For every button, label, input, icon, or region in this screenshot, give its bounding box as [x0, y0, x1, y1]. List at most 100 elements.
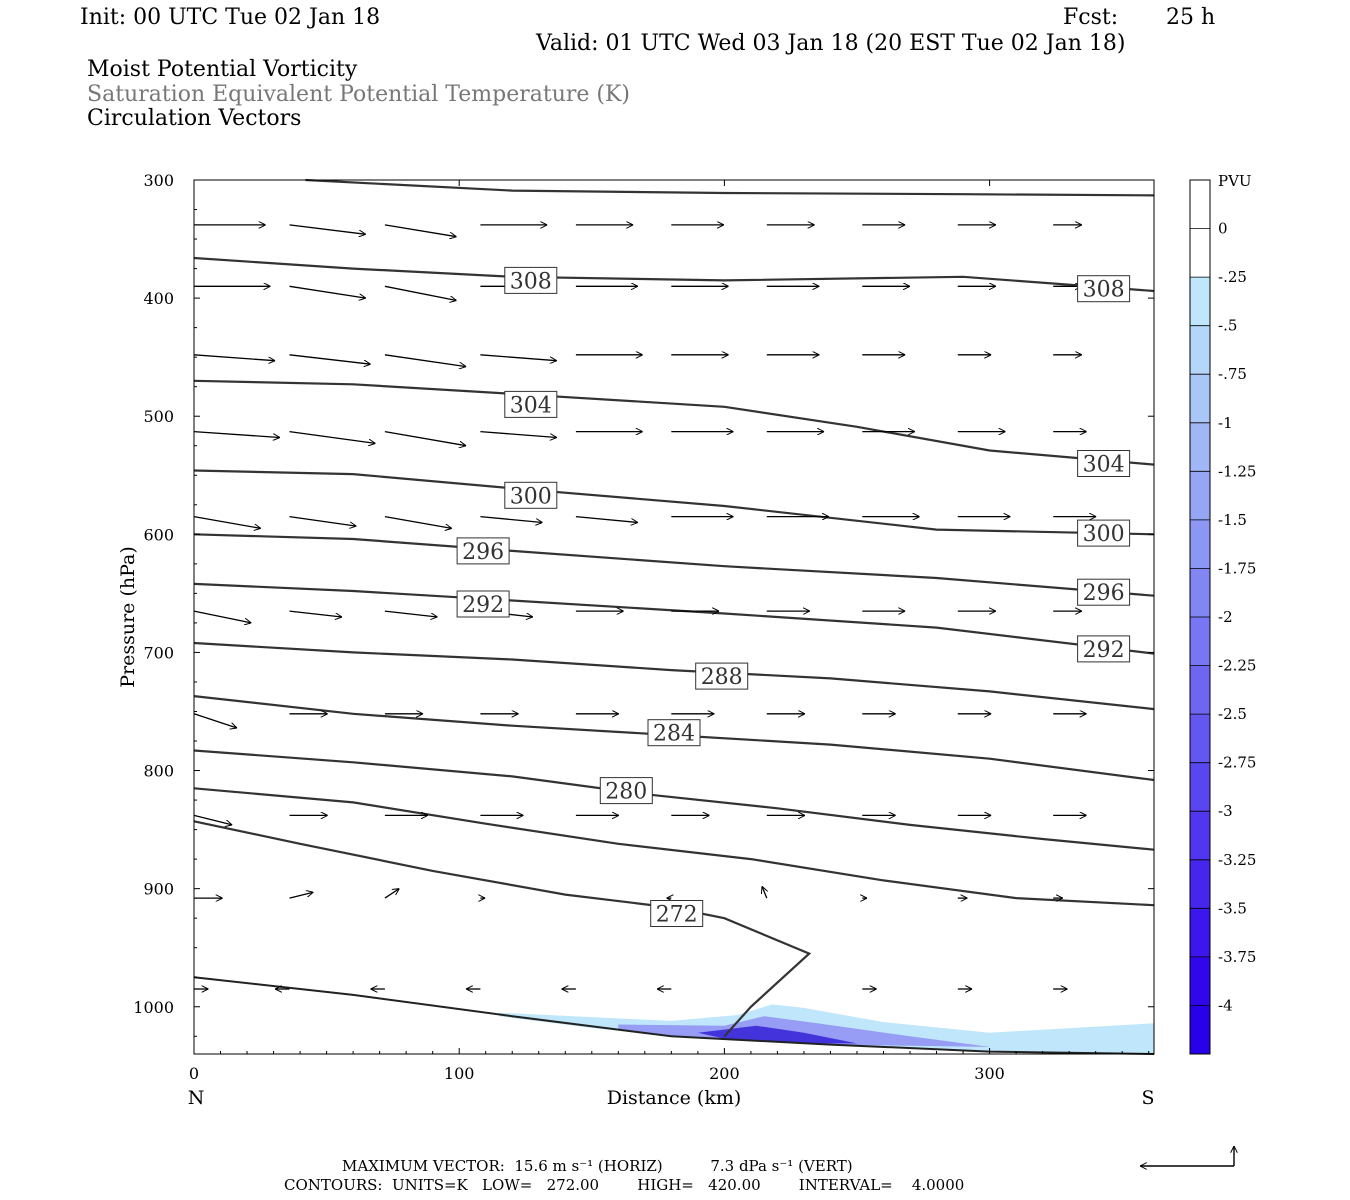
contour-280	[193, 749, 1155, 851]
contour-labels: 272 280 284 288 292 292 296 296 300 300 304 304 308 3…	[456, 266, 1131, 928]
vector-arrow	[193, 515, 261, 529]
contour-label-280-box	[599, 777, 653, 805]
contour-label-292: 292	[462, 593, 504, 618]
colorbar-label: -2	[1218, 608, 1233, 626]
colorbar-label: -2.5	[1218, 705, 1247, 723]
colorbar-cell	[1190, 859, 1210, 909]
contour-296	[193, 533, 1155, 597]
x-tick-label: 300	[974, 1064, 1005, 1083]
contour-300	[193, 469, 1155, 536]
vector-arrow	[193, 430, 280, 438]
contour-label-300-right-box	[1077, 519, 1131, 547]
vector-arrow	[289, 515, 357, 527]
vector-arrow	[289, 610, 343, 617]
y-tick-label: 600	[143, 525, 174, 544]
vector-arrow	[384, 889, 399, 899]
axes: 300 400 500 600 700 800 900 1000 0 100 200 300	[133, 171, 1154, 1083]
contour-label-300-right: 300	[1083, 522, 1125, 547]
contour-label-272: 272	[656, 903, 698, 928]
contour-label-296-right: 296	[1083, 581, 1125, 606]
colorbar-label: -1.25	[1218, 462, 1256, 480]
colorbar-cell	[1190, 568, 1210, 618]
vector-arrow	[289, 285, 366, 298]
vector-arrow	[289, 354, 371, 364]
colorbar-label: 0	[1218, 220, 1228, 238]
circulation-vectors	[193, 225, 1097, 989]
contour-label-308-right: 308	[1083, 278, 1125, 303]
vector-arrow	[193, 354, 275, 361]
init-time: Init: 00 UTC Tue 02 Jan 18	[80, 5, 381, 30]
vector-arrow	[384, 354, 466, 367]
x-tick-label: 100	[444, 1064, 475, 1083]
contour-label-292-right: 292	[1083, 638, 1125, 663]
contour-308	[193, 256, 1155, 293]
colorbar-cell	[1190, 374, 1210, 424]
plot-frame	[193, 179, 1155, 1055]
vector-arrow	[480, 515, 542, 523]
contour-label-284-box	[647, 719, 701, 747]
contour-label-304-right: 304	[1083, 453, 1125, 478]
contour-288	[193, 641, 1155, 711]
field-title-theta: Saturation Equivalent Potential Temperat…	[87, 82, 630, 107]
contour-304	[193, 379, 1155, 466]
colorbar-cell	[1190, 762, 1210, 812]
vector-arrow	[193, 713, 237, 728]
reference-vector-icon	[1140, 1146, 1234, 1166]
theta-contours	[193, 178, 1155, 1055]
valid-time: Valid: 01 UTC Wed 03 Jan 18 (20 EST Tue …	[536, 31, 1126, 56]
colorbar-label: -.75	[1218, 365, 1247, 383]
vector-arrow	[480, 354, 556, 361]
contour-label-308-box	[504, 266, 558, 294]
pv-colorbar: 0 -.25 -.5 -.75 -1 -1.25 -1.5 -1.75 -2 -2.25 -2.5 -…	[1189, 179, 1256, 1055]
contour-label-308: 308	[510, 269, 552, 294]
max-vector-note: MAXIMUM VECTOR: 15.6 m s⁻¹ (HORIZ) 7.3 d…	[342, 1157, 853, 1175]
contour-label-300: 300	[510, 484, 552, 509]
y-tick-label: 300	[143, 171, 174, 190]
vector-arrow	[384, 610, 438, 617]
colorbar-label: -1	[1218, 414, 1233, 432]
colorbar-cell	[1190, 422, 1210, 472]
contour-label-308-right-box	[1077, 275, 1131, 303]
contour-label-304-right-box	[1077, 450, 1131, 477]
contour-label-296-box	[456, 537, 510, 565]
contour-label-288: 288	[701, 665, 743, 690]
field-title-vectors: Circulation Vectors	[87, 106, 302, 131]
y-tick-label: 700	[143, 643, 174, 662]
forecast-label: Fcst:	[1063, 5, 1119, 30]
vector-arrow	[762, 886, 767, 899]
colorbar-cell	[1190, 1005, 1210, 1055]
north-label: N	[188, 1087, 205, 1109]
colorbar-label: -2.75	[1218, 754, 1256, 772]
colorbar-label: -3.25	[1218, 851, 1256, 869]
y-tick-label: 1000	[133, 998, 174, 1017]
south-label: S	[1141, 1087, 1154, 1109]
contour-label-292-right-box	[1077, 635, 1131, 663]
vector-arrow	[289, 430, 376, 444]
colorbar-cell	[1190, 714, 1210, 764]
field-title-pv: Moist Potential Vorticity	[87, 57, 358, 82]
colorbar-label: -3.75	[1218, 948, 1256, 966]
vector-arrow	[480, 430, 556, 438]
colorbar-label: -.5	[1218, 317, 1237, 335]
colorbar-label: -1.5	[1218, 511, 1247, 529]
pv-shading	[499, 1004, 1154, 1054]
contour-label-300-box	[504, 481, 558, 509]
vector-arrow	[384, 430, 466, 446]
vector-arrow	[384, 285, 457, 300]
colorbar-cell	[1190, 228, 1210, 278]
contour-label-292-box	[456, 590, 510, 618]
contour-label-272-box	[650, 900, 704, 927]
contour-276	[193, 787, 1155, 907]
forecast-hours: 25 h	[1166, 5, 1216, 30]
vector-arrow	[289, 892, 314, 899]
contour-312	[305, 178, 1155, 197]
x-tick-label: 200	[709, 1064, 740, 1083]
colorbar-cell	[1190, 180, 1210, 229]
colorbar-label: -3	[1218, 802, 1233, 820]
colorbar-cell	[1190, 471, 1210, 521]
colorbar-cell	[1190, 956, 1210, 1006]
colorbar-cell	[1190, 325, 1210, 375]
x-tick-label: 0	[189, 1064, 199, 1083]
contour-info: CONTOURS: UNITS=K LOW= 272.00 HIGH= 420.…	[284, 1176, 965, 1194]
colorbar-cell	[1190, 277, 1210, 327]
